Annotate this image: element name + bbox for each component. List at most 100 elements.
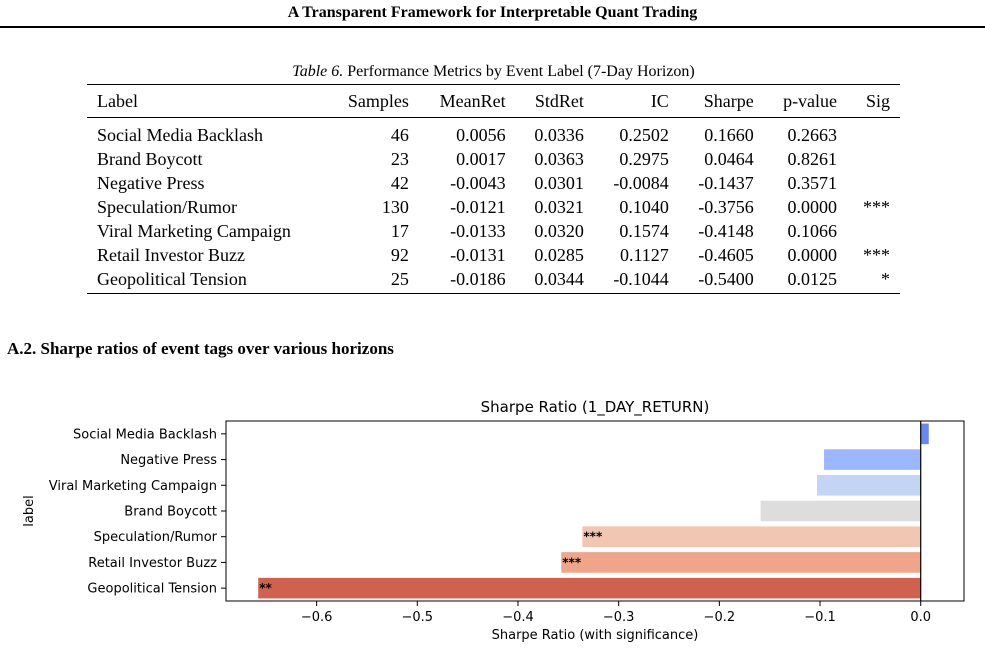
table-cell: 0.0320 — [534, 221, 584, 241]
column-header: Label — [87, 84, 328, 118]
column-header: IC — [593, 84, 679, 118]
table-cell: -0.0084 — [613, 173, 669, 193]
table-cell: 0.3571 — [787, 173, 838, 193]
table-cell — [847, 118, 900, 148]
table-cell: Retail Investor Buzz — [97, 245, 245, 265]
y-tick-label: Viral Marketing Campaign — [49, 479, 217, 494]
table-cell: Speculation/Rumor — [97, 197, 237, 217]
significance-label: *** — [583, 530, 603, 544]
table-row: Social Media Backlash 46 0.0056 0.0336 0… — [87, 118, 900, 148]
table-cell: -0.0131 — [450, 245, 506, 265]
table-cell: 23 — [390, 149, 409, 169]
column-header: Samples — [327, 84, 419, 118]
table-cell: 0.2663 — [787, 125, 838, 145]
column-header: MeanRet — [418, 84, 516, 118]
chart-title: Sharpe Ratio (1_DAY_RETURN) — [481, 398, 710, 417]
table-cell: 0.0017 — [456, 149, 506, 169]
table-cell: 0.1660 — [704, 125, 754, 145]
running-header: A Transparent Framework for Interpretabl… — [287, 4, 698, 21]
table-cell: 0.0285 — [534, 245, 584, 265]
x-tick-label: 0.0 — [910, 610, 931, 625]
table-cell: 17 — [390, 221, 409, 241]
table-header-row: Label Samples MeanRet StdRet IC Sharpe p… — [87, 84, 900, 118]
x-tick-label: −0.4 — [502, 610, 534, 625]
y-tick-label: Retail Investor Buzz — [88, 556, 217, 571]
table-cell: 0.0056 — [456, 125, 506, 145]
table-cell: 0.1040 — [619, 197, 669, 217]
table-cell: *** — [863, 197, 890, 217]
table-cell: 0.2502 — [619, 125, 669, 145]
table-cell: -0.0121 — [450, 197, 506, 217]
header-rule — [0, 26, 985, 28]
table-row: Retail Investor Buzz 92 -0.0131 0.0285 0… — [87, 243, 900, 267]
table-cell: -0.5400 — [678, 267, 764, 294]
table-cell: 0.8261 — [787, 149, 838, 169]
table-cell: 0.1574 — [619, 221, 669, 241]
y-tick-label: Social Media Backlash — [73, 427, 217, 442]
table-caption-number: Table 6. — [292, 63, 344, 80]
table-cell: 0.0363 — [534, 149, 584, 169]
table-cell — [847, 171, 900, 195]
table-cell: 0.0000 — [787, 245, 838, 265]
y-tick-label: Brand Boycott — [124, 505, 217, 520]
x-tick-label: −0.6 — [301, 610, 333, 625]
table-cell: 0.2975 — [619, 149, 669, 169]
table-caption: Table 6. Performance Metrics by Event La… — [87, 63, 900, 81]
table-cell: Social Media Backlash — [97, 125, 263, 145]
y-axis-label: label — [22, 495, 37, 526]
y-tick-label: Geopolitical Tension — [87, 582, 217, 597]
chart-bar — [258, 577, 921, 599]
table-cell: Viral Marketing Campaign — [97, 221, 291, 241]
table-row: Speculation/Rumor 130 -0.0121 0.0321 0.1… — [87, 195, 900, 219]
column-header: StdRet — [515, 84, 594, 118]
table-row: Negative Press 42 -0.0043 0.0301 -0.0084… — [87, 171, 900, 195]
table-cell — [847, 219, 900, 243]
column-header: Sharpe — [678, 84, 764, 118]
significance-label: ** — [259, 581, 272, 595]
significance-label: *** — [562, 555, 582, 569]
x-tick-label: −0.3 — [603, 610, 635, 625]
table-cell: 46 — [390, 125, 409, 145]
table-cell: -0.0186 — [418, 267, 516, 294]
table-caption-text: Performance Metrics by Event Label (7-Da… — [347, 63, 695, 80]
table-row: Viral Marketing Campaign 17 -0.0133 0.03… — [87, 219, 900, 243]
chart-bar — [817, 475, 921, 496]
table-row: Geopolitical Tension 25 -0.0186 0.0344 -… — [87, 267, 900, 294]
table-cell: -0.4148 — [698, 221, 754, 241]
table-row: Brand Boycott 23 0.0017 0.0363 0.2975 0.… — [87, 147, 900, 171]
table-cell: 0.0464 — [704, 149, 754, 169]
chart-bar — [582, 526, 921, 547]
table-cell: 42 — [390, 173, 409, 193]
column-header: Sig — [847, 84, 900, 118]
table-cell: -0.0043 — [450, 173, 506, 193]
table-cell: 130 — [381, 197, 409, 217]
y-tick-label: Negative Press — [120, 453, 217, 468]
table-cell: 0.0336 — [534, 125, 584, 145]
table-cell: * — [847, 267, 900, 294]
table-cell: 0.0125 — [763, 267, 848, 294]
table-cell: *** — [863, 245, 890, 265]
chart-bar — [920, 423, 929, 445]
y-tick-label: Speculation/Rumor — [94, 530, 218, 545]
chart-bar — [561, 552, 921, 573]
table-cell: 0.0344 — [515, 267, 594, 294]
column-header: p-value — [763, 84, 848, 118]
table-cell: Geopolitical Tension — [87, 267, 328, 294]
table-cell: 0.1127 — [619, 245, 669, 265]
x-tick-label: −0.1 — [804, 610, 836, 625]
table-cell: -0.1437 — [698, 173, 754, 193]
table-cell: 0.0321 — [534, 197, 584, 217]
x-tick-label: −0.2 — [704, 610, 736, 625]
table-cell: -0.1044 — [593, 267, 679, 294]
chart-bar — [824, 449, 921, 470]
table-cell: -0.0133 — [450, 221, 506, 241]
section-heading: A.2. Sharpe ratios of event tags over va… — [7, 339, 394, 358]
sharpe-bar-chart: Sharpe Ratio (1_DAY_RETURN) Social Media … — [22, 398, 965, 643]
plot-frame — [225, 420, 965, 602]
table-cell: 0.0000 — [787, 197, 838, 217]
table-cell — [847, 147, 900, 171]
table-cell: 25 — [327, 267, 419, 294]
chart-bar — [760, 500, 921, 522]
table-cell: 0.0301 — [534, 173, 584, 193]
x-axis-label: Sharpe Ratio (with significance) — [492, 628, 699, 643]
